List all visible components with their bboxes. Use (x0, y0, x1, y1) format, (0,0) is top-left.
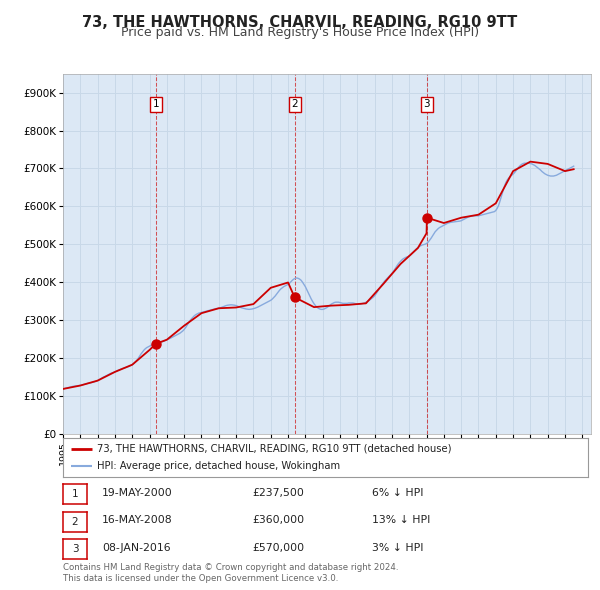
Text: This data is licensed under the Open Government Licence v3.0.: This data is licensed under the Open Gov… (63, 574, 338, 583)
Text: 1: 1 (153, 99, 160, 109)
Text: 16-MAY-2008: 16-MAY-2008 (102, 516, 173, 525)
Text: 08-JAN-2016: 08-JAN-2016 (102, 543, 170, 552)
Text: 13% ↓ HPI: 13% ↓ HPI (372, 516, 430, 525)
Text: 2: 2 (71, 517, 79, 526)
Text: 2: 2 (292, 99, 298, 109)
Text: Price paid vs. HM Land Registry's House Price Index (HPI): Price paid vs. HM Land Registry's House … (121, 26, 479, 39)
Text: 6% ↓ HPI: 6% ↓ HPI (372, 489, 424, 498)
Text: £237,500: £237,500 (252, 489, 304, 498)
Text: £570,000: £570,000 (252, 543, 304, 552)
Text: 3: 3 (424, 99, 430, 109)
Text: Contains HM Land Registry data © Crown copyright and database right 2024.: Contains HM Land Registry data © Crown c… (63, 563, 398, 572)
Text: 73, THE HAWTHORNS, CHARVIL, READING, RG10 9TT (detached house): 73, THE HAWTHORNS, CHARVIL, READING, RG1… (97, 444, 452, 454)
Text: HPI: Average price, detached house, Wokingham: HPI: Average price, detached house, Woki… (97, 461, 340, 471)
Text: £360,000: £360,000 (252, 516, 304, 525)
Text: 3: 3 (71, 544, 79, 553)
Text: 19-MAY-2000: 19-MAY-2000 (102, 489, 173, 498)
Text: 1: 1 (71, 490, 79, 499)
Text: 3% ↓ HPI: 3% ↓ HPI (372, 543, 424, 552)
Text: 73, THE HAWTHORNS, CHARVIL, READING, RG10 9TT: 73, THE HAWTHORNS, CHARVIL, READING, RG1… (82, 15, 518, 30)
